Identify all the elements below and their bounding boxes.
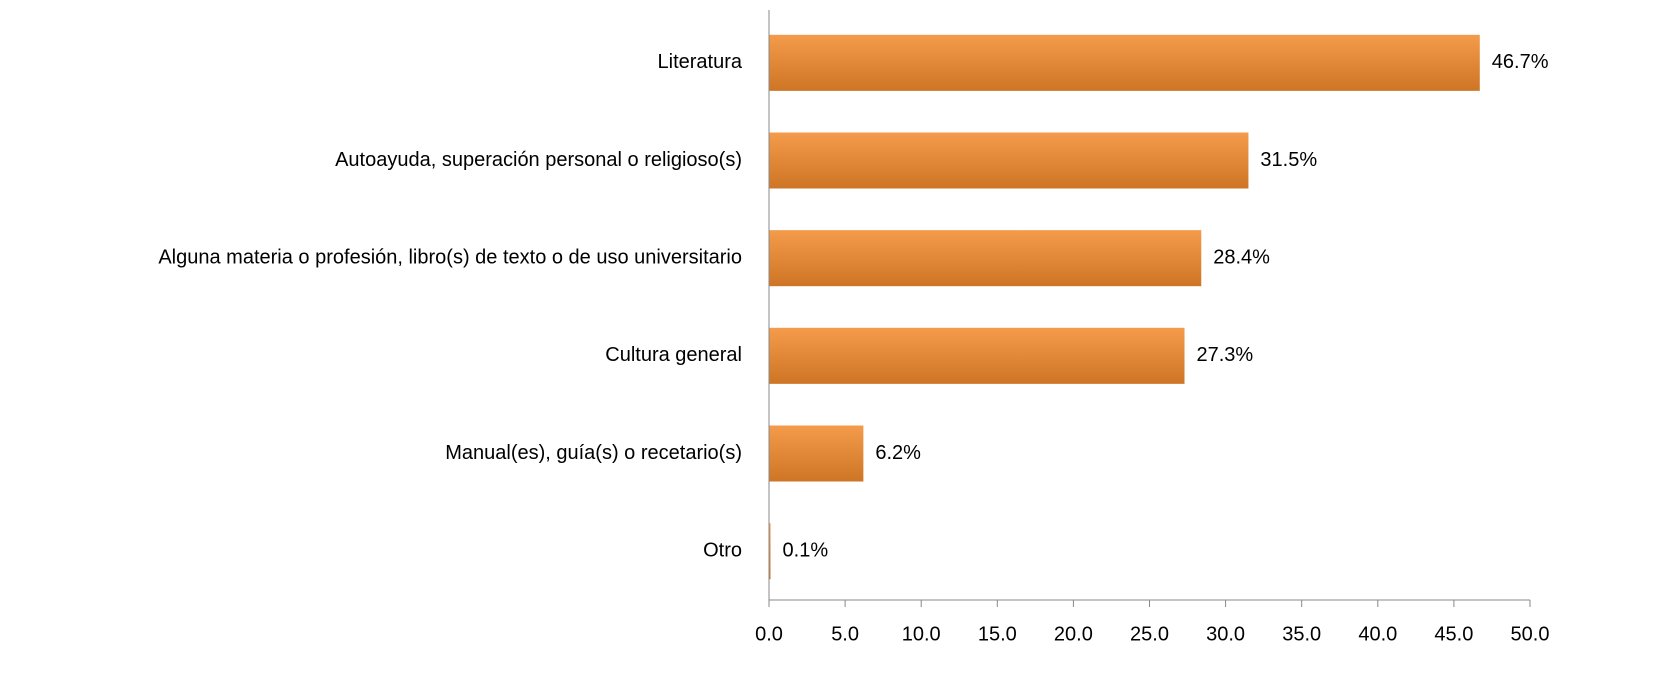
y-tick-label: Manual(es), guía(s) o recetario(s)	[445, 442, 742, 464]
data-label: 27.3%	[1197, 344, 1254, 366]
data-label: 0.1%	[783, 539, 829, 561]
x-tick-label: 25.0	[1130, 623, 1169, 645]
x-tick-label: 45.0	[1434, 623, 1473, 645]
x-tick-label: 10.0	[902, 623, 941, 645]
y-tick-label: Literatura	[658, 51, 743, 73]
bar-shade	[769, 34, 1480, 91]
x-tick-label: 30.0	[1206, 623, 1245, 645]
data-label: 6.2%	[875, 442, 921, 464]
x-tick-label: 15.0	[978, 623, 1017, 645]
data-label: 46.7%	[1492, 51, 1549, 73]
x-tick-label: 40.0	[1358, 623, 1397, 645]
x-tick-label: 35.0	[1282, 623, 1321, 645]
x-tick-label: 50.0	[1511, 623, 1550, 645]
bar-shade	[769, 132, 1249, 189]
bar-shade	[769, 425, 864, 482]
y-tick-label: Otro	[703, 539, 742, 561]
x-tick-label: 0.0	[755, 623, 783, 645]
bar-shade	[769, 327, 1185, 384]
y-tick-label: Alguna materia o profesión, libro(s) de …	[158, 246, 742, 268]
y-tick-label: Cultura general	[605, 344, 742, 366]
x-tick-label: 5.0	[831, 623, 859, 645]
data-label: 28.4%	[1213, 246, 1270, 268]
data-label: 31.5%	[1260, 149, 1317, 171]
bar-shade	[769, 230, 1202, 287]
y-tick-label: Autoayuda, superación personal o religio…	[335, 149, 742, 171]
x-tick-label: 20.0	[1054, 623, 1093, 645]
bar-shade	[769, 523, 771, 580]
